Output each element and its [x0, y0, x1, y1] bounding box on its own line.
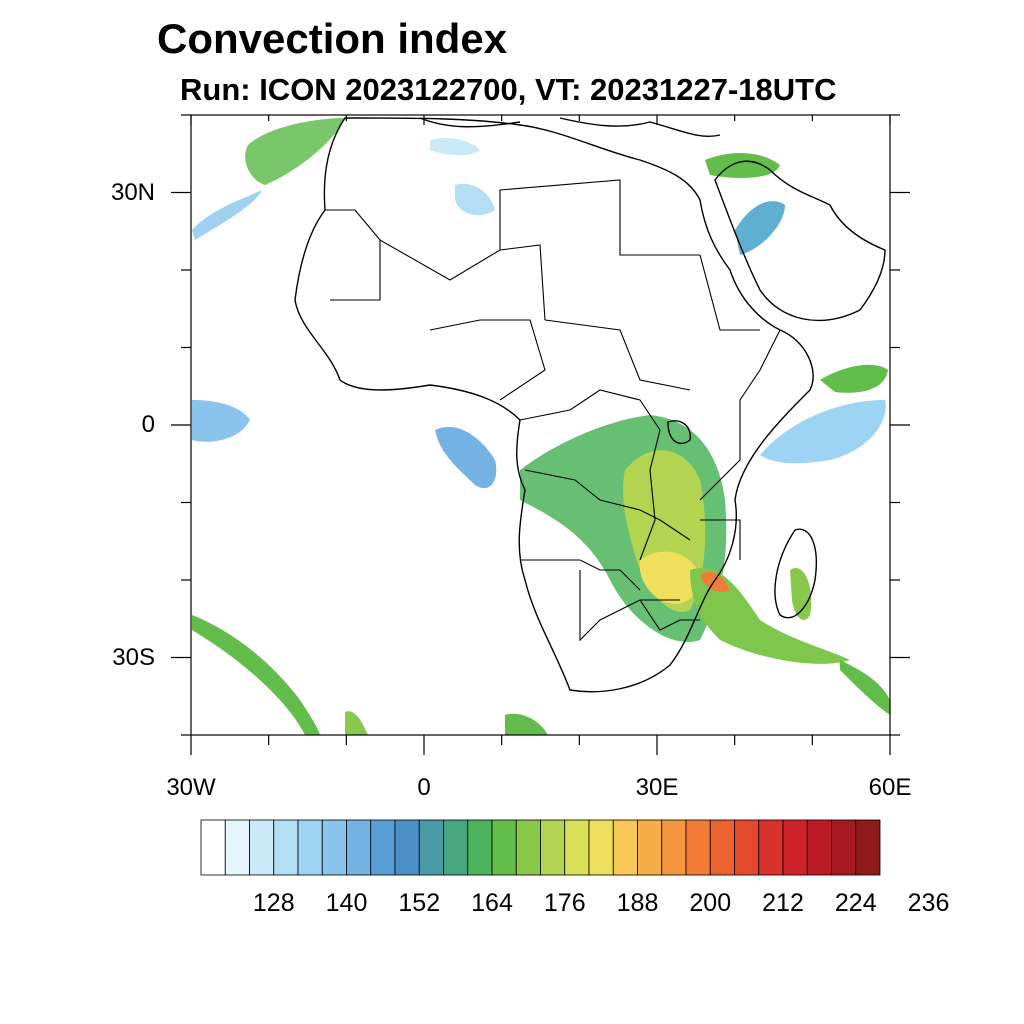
convection-area-south-atlantic-2: [505, 713, 548, 735]
lat-label: 30S: [112, 643, 155, 671]
colorbar-swatch: [540, 819, 566, 876]
colorbar-swatch: [588, 819, 614, 876]
colorbar-swatch: [491, 819, 517, 876]
colorbar-label: 224: [834, 889, 877, 917]
colorbar-label: 188: [616, 889, 659, 917]
colorbar-label: 152: [398, 889, 441, 917]
colorbar-swatch: [321, 819, 347, 876]
convection-area-south-atlantic-3: [345, 711, 368, 735]
colorbar-swatch: [564, 819, 590, 876]
colorbar-label: 140: [325, 889, 368, 917]
lat-label: 30N: [110, 178, 155, 206]
convection-area-northwest: [245, 118, 345, 185]
colorbar-label: 236: [907, 889, 950, 917]
convection-area-sahara-2: [455, 183, 495, 216]
colorbar-swatch: [709, 819, 735, 876]
colorbar-swatch: [685, 819, 711, 876]
colorbar-swatch: [782, 819, 808, 876]
colorbar-swatch: [831, 819, 857, 876]
colorbar-label: 128: [252, 889, 295, 917]
colorbar-label: 200: [689, 889, 732, 917]
convection-area-indian-ocean-2: [820, 364, 888, 393]
colorbar-swatch: [467, 819, 493, 876]
colorbar-swatch: [758, 819, 784, 876]
colorbar-swatch: [224, 819, 250, 876]
lon-label: 30W: [166, 774, 216, 801]
convection-area-madagascar: [790, 568, 812, 620]
madagascar-coastline: [774, 528, 817, 619]
convection-area-indian-ocean: [760, 400, 886, 464]
colorbar-swatch: [346, 819, 372, 876]
convection-area-gabon: [435, 426, 497, 489]
colorbar-swatch: [806, 819, 832, 876]
colorbar-swatch: [297, 819, 323, 876]
lon-label: 30E: [635, 774, 679, 801]
convection-area-levant: [705, 153, 780, 178]
convection-area-arabia: [735, 201, 785, 255]
colorbar-swatch: [612, 819, 638, 876]
arabia-coastline: [714, 160, 886, 322]
colorbar-label: 176: [543, 889, 586, 917]
lon-label: 0: [417, 774, 431, 801]
convection-area-mozambique-core: [700, 571, 730, 592]
colorbar-swatch: [443, 819, 469, 876]
colorbar-swatch: [418, 819, 444, 876]
plot-subtitle: Run: ICON 2023122700, VT: 20231227-18UTC: [180, 72, 837, 107]
convection-area-sahara: [430, 138, 480, 156]
plot-title: Convection index: [157, 15, 508, 62]
convection-area-south-atlantic: [192, 615, 320, 735]
country-borders: [325, 179, 781, 642]
convection-area-zimbabwe-core: [639, 551, 700, 604]
colorbar-swatch: [273, 819, 299, 876]
colorbar-swatch: [855, 819, 881, 876]
convection-area-atlantic-west: [192, 400, 250, 442]
colorbar-label: 164: [471, 889, 513, 917]
colorbar-swatch: [370, 819, 396, 876]
mediterranean-coastline: [419, 117, 721, 137]
coastlines: [294, 117, 886, 693]
lon-label: 60E: [868, 774, 912, 801]
colorbar-label: 212: [762, 889, 804, 917]
lake-victoria: [667, 420, 691, 445]
colorbar-swatch: [661, 819, 687, 876]
map-ticks: [171, 114, 910, 755]
convection-field: [192, 118, 890, 735]
colorbar-swatch: [515, 819, 541, 876]
africa-coastline: [294, 117, 814, 693]
convection-area-indian-ocean-se: [840, 660, 890, 715]
convection-area-mozambique: [690, 568, 850, 664]
colorbar-swatch: [637, 819, 663, 876]
colorbar-swatch: [200, 819, 226, 876]
lat-label: 0: [141, 411, 155, 438]
colorbar: [200, 819, 881, 876]
colorbar-swatch: [249, 819, 275, 876]
colorbar-swatch: [394, 819, 420, 876]
colorbar-swatch: [734, 819, 760, 876]
convection-area-northwest-edge: [192, 190, 262, 240]
